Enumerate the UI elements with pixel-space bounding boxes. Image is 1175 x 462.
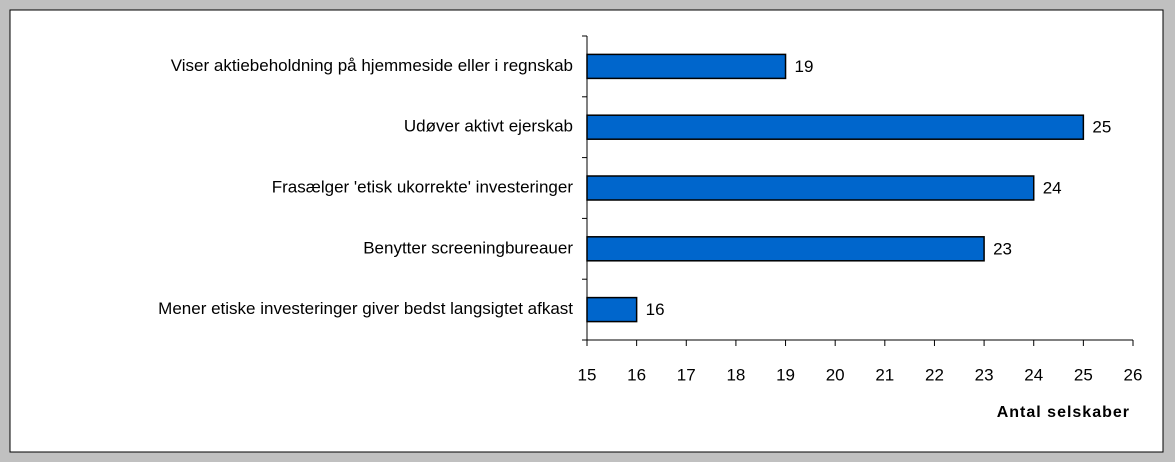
bar xyxy=(586,236,985,262)
y-tick-label: Udøver aktivt ejerskab xyxy=(404,117,573,136)
x-tick-label: 18 xyxy=(726,365,745,384)
x-tick-label: 23 xyxy=(975,365,994,384)
data-label: 24 xyxy=(1043,178,1062,197)
x-tick-label: 15 xyxy=(578,365,597,384)
bar xyxy=(586,296,638,323)
x-tick-label: 21 xyxy=(875,365,894,384)
data-label: 25 xyxy=(1092,118,1111,137)
y-tick-label: Mener etiske investeringer giver bedst l… xyxy=(158,299,573,318)
data-label: 19 xyxy=(795,57,814,76)
data-label: 23 xyxy=(993,239,1012,258)
x-tick-label: 20 xyxy=(826,365,845,384)
x-tick-label: 19 xyxy=(776,365,795,384)
y-tick-label: Frasælger 'etisk ukorrekte' investeringe… xyxy=(272,177,574,196)
x-tick-label: 25 xyxy=(1074,365,1093,384)
bar xyxy=(586,114,1085,140)
y-tick-label: Benytter screeningbureauer xyxy=(363,238,573,257)
data-label: 16 xyxy=(646,300,665,319)
y-tick-label: Viser aktiebeholdning på hjemmeside elle… xyxy=(171,56,573,75)
x-tick-label: 24 xyxy=(1024,365,1043,384)
x-tick-label: 22 xyxy=(925,365,944,384)
x-tick-label: 26 xyxy=(1124,365,1143,384)
x-tick-label: 16 xyxy=(627,365,646,384)
bar xyxy=(586,53,787,80)
x-tick-label: 17 xyxy=(677,365,696,384)
bar xyxy=(586,175,1035,201)
x-axis-label: Antal selskaber xyxy=(997,404,1130,421)
